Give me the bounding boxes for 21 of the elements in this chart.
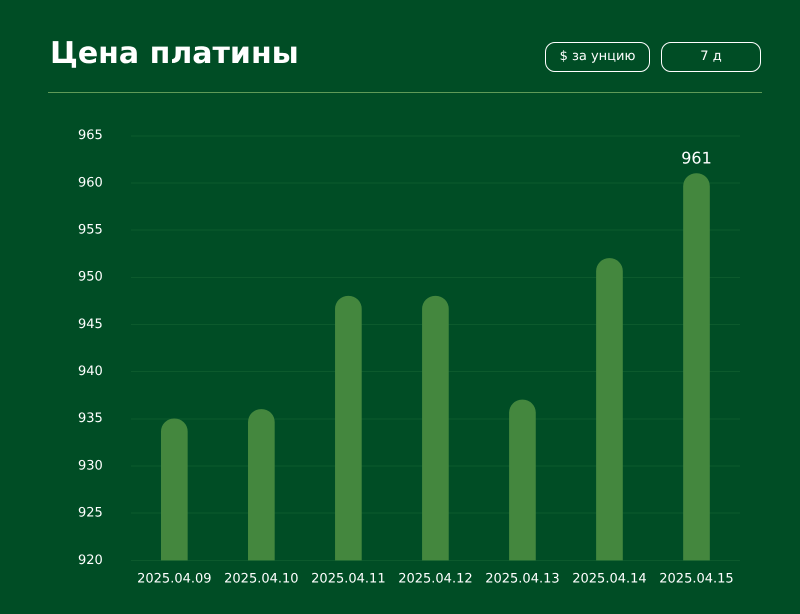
y-tick-label: 940 xyxy=(78,364,103,380)
y-tick-label: 935 xyxy=(78,411,103,426)
toggle-button[interactable]: 7 д xyxy=(661,42,761,72)
y-tick-label: 965 xyxy=(78,128,103,144)
x-tick-label: 2025.04.12 xyxy=(398,572,473,587)
y-tick-label: 950 xyxy=(78,270,103,285)
chart-title: Цена платины xyxy=(50,36,299,71)
x-tick-label: 2025.04.15 xyxy=(659,572,734,587)
y-tick-label: 930 xyxy=(78,458,103,474)
y-tick-label: 955 xyxy=(78,222,103,238)
x-tick-label: 2025.04.11 xyxy=(311,572,386,587)
toggle-button[interactable]: $ за унцию xyxy=(545,42,650,72)
y-tick-label: 925 xyxy=(78,506,103,521)
x-tick-label: 2025.04.10 xyxy=(224,572,299,587)
data-label: 961 xyxy=(681,148,712,168)
y-tick-label: 960 xyxy=(78,175,103,190)
x-tick-label: 2025.04.09 xyxy=(137,572,212,587)
x-tick-label: 2025.04.14 xyxy=(572,572,647,587)
x-tick-label: 2025.04.13 xyxy=(485,572,560,587)
y-tick-label: 920 xyxy=(78,552,103,568)
y-tick-label: 945 xyxy=(78,316,103,332)
